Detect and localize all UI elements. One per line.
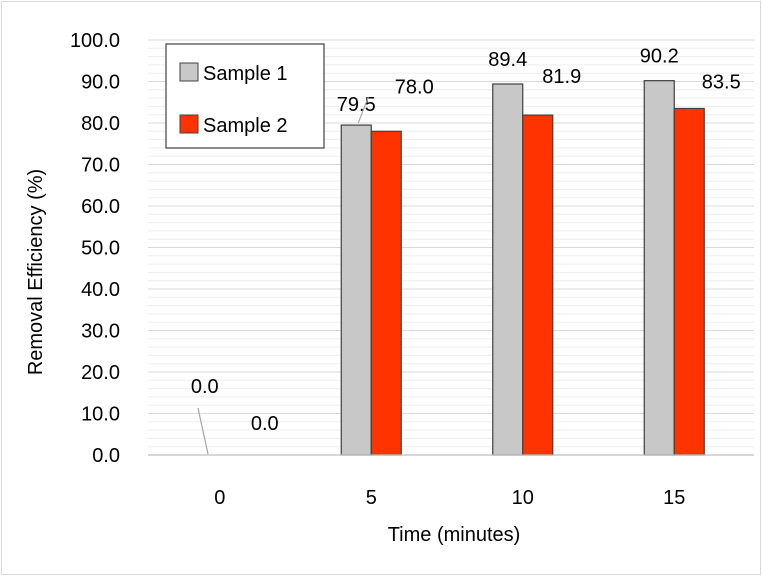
y-tick-label: 20.0	[81, 362, 120, 384]
data-label: 90.2	[640, 46, 679, 68]
y-tick-label: 90.0	[81, 72, 120, 94]
data-label: 81.9	[542, 66, 581, 88]
data-label: 79.5	[337, 94, 376, 116]
data-label: 89.4	[488, 49, 527, 71]
bar-sample-1	[340, 124, 372, 456]
y-axis-title: Removal Efficiency (%)	[25, 169, 47, 375]
y-tick-label: 30.0	[81, 321, 120, 343]
bars	[340, 80, 705, 456]
y-tick-label: 10.0	[81, 404, 120, 426]
data-label: 0.0	[191, 376, 219, 398]
data-label: 78.0	[395, 76, 434, 98]
leader-line	[357, 96, 369, 124]
data-label: 0.0	[251, 413, 279, 435]
y-tick-label: 40.0	[81, 279, 120, 301]
bar-sample-1	[492, 83, 524, 456]
y-tick-label: 100.0	[70, 30, 120, 52]
data-labels: 0.0 0.0 79.5 78.0 89.4 81.9 90.2 83.5	[191, 46, 741, 455]
data-label: 83.5	[702, 71, 741, 93]
y-tick-label: 60.0	[81, 196, 120, 218]
legend-label-sample-1: Sample 1	[203, 63, 288, 85]
y-tick-label: 50.0	[81, 238, 120, 260]
bar-sample-2	[370, 130, 402, 456]
bar-sample-2	[673, 107, 705, 456]
x-tick-label: 15	[663, 487, 685, 509]
y-tick-label: 0.0	[92, 445, 120, 467]
y-tick-label: 80.0	[81, 113, 120, 135]
legend: Sample 1 Sample 2	[165, 43, 325, 149]
legend-label-sample-2: Sample 2	[203, 115, 288, 137]
x-tick-label: 0	[214, 487, 225, 509]
x-tick-label: 5	[366, 487, 377, 509]
legend-swatch-sample-2	[179, 114, 199, 134]
bar-sample-2	[522, 114, 554, 456]
axes: 0.010.020.030.040.050.060.070.080.090.01…	[70, 30, 754, 509]
legend-swatch-sample-1	[179, 62, 199, 82]
bar-sample-1	[643, 80, 675, 456]
x-axis-title: Time (minutes)	[388, 524, 521, 546]
x-tick-label: 10	[512, 487, 534, 509]
y-tick-label: 70.0	[81, 155, 120, 177]
leader-line	[197, 407, 209, 455]
